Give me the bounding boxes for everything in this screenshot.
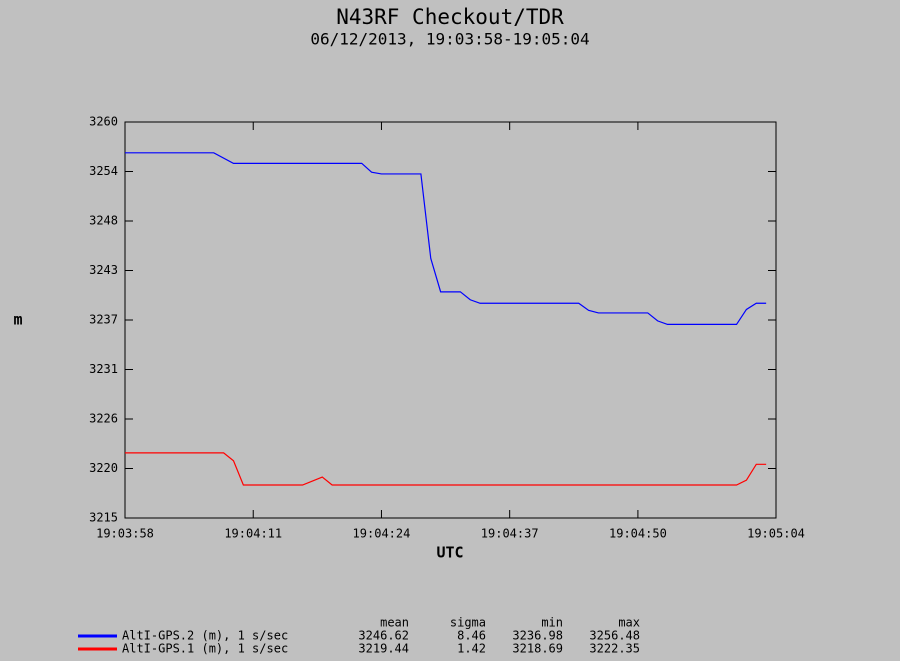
x-tick-label: 19:03:58 <box>96 527 154 541</box>
y-tick-label: 3248 <box>89 214 118 228</box>
y-tick-label: 3226 <box>89 412 118 426</box>
x-axis-label: UTC <box>436 544 463 562</box>
data-line <box>125 152 767 325</box>
y-tick-label: 3215 <box>89 511 118 525</box>
x-tick-label: 19:04:24 <box>353 527 411 541</box>
stats-header: min <box>541 616 563 630</box>
x-tick-label: 19:04:50 <box>609 527 667 541</box>
legend-label: AltI-GPS.2 (m), 1 s/sec <box>122 629 288 643</box>
stats-value: 3256.48 <box>589 629 640 643</box>
stats-header: sigma <box>450 616 486 630</box>
y-tick-label: 3220 <box>89 461 118 475</box>
chart-subtitle: 06/12/2013, 19:03:58-19:05:04 <box>310 30 589 49</box>
stats-value: 3236.98 <box>512 629 563 643</box>
stats-value: 3222.35 <box>589 642 640 656</box>
x-tick-label: 19:05:04 <box>747 527 805 541</box>
stats-header: max <box>618 616 640 630</box>
y-axis-label: m <box>13 311 22 329</box>
stats-value: 1.42 <box>457 642 486 656</box>
data-line <box>125 452 767 486</box>
y-tick-label: 3231 <box>89 362 118 376</box>
stats-value: 3246.62 <box>358 629 409 643</box>
stats-value: 8.46 <box>457 629 486 643</box>
stats-header: mean <box>380 616 409 630</box>
stats-value: 3219.44 <box>358 642 409 656</box>
y-tick-label: 3260 <box>89 115 118 129</box>
chart-title: N43RF Checkout/TDR <box>336 5 564 29</box>
legend-label: AltI-GPS.1 (m), 1 s/sec <box>122 642 288 656</box>
y-tick-label: 3254 <box>89 164 118 178</box>
x-tick-label: 19:04:11 <box>224 527 282 541</box>
x-tick-label: 19:04:37 <box>481 527 539 541</box>
y-tick-label: 3237 <box>89 313 118 327</box>
stats-value: 3218.69 <box>512 642 563 656</box>
y-tick-label: 3243 <box>89 263 118 277</box>
